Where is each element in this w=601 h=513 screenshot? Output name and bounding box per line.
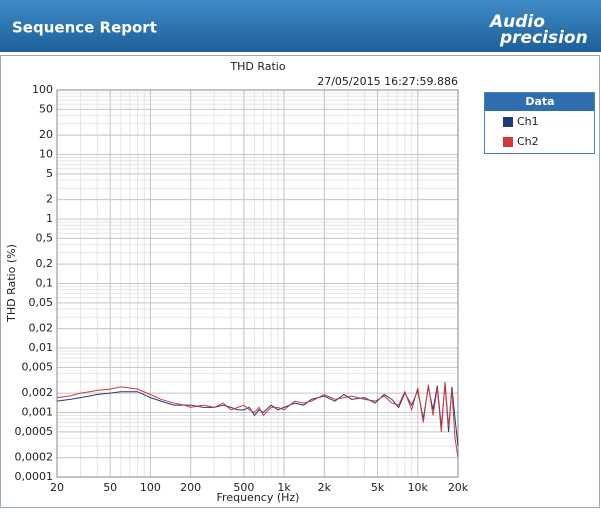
legend-label: Ch1 (517, 115, 539, 128)
legend-title: Data (525, 95, 554, 108)
timestamp: 27/05/2015 16:27:59.886 (317, 75, 458, 88)
y-tick-label: 0,002 (22, 386, 54, 399)
y-tick-label: 50 (39, 102, 53, 115)
y-tick-label: 10 (39, 148, 53, 161)
y-tick-label: 0,05 (29, 296, 54, 309)
x-tick-label: 1k (277, 481, 291, 494)
logo: precision (499, 28, 588, 48)
x-tick-label: 5k (371, 481, 385, 494)
x-tick-label: 50 (103, 481, 117, 494)
x-tick-label: 10k (408, 481, 429, 494)
x-tick-label: 20 (50, 481, 64, 494)
y-tick-label: 0,0002 (15, 451, 54, 464)
legend-header (485, 93, 594, 111)
y-tick-label: 2 (46, 193, 53, 206)
x-tick-label: 500 (233, 481, 254, 494)
legend-swatch (503, 137, 513, 147)
header-bar (0, 0, 601, 52)
logo: Audio (488, 12, 545, 32)
y-tick-label: 0,0005 (15, 425, 54, 438)
report-title: Sequence Report (12, 19, 157, 37)
legend-swatch (503, 117, 513, 127)
y-tick-label: 0,1 (36, 277, 54, 290)
y-tick-label: 0,02 (29, 322, 54, 335)
y-tick-label: 0,005 (22, 360, 54, 373)
y-tick-label: 0,2 (36, 257, 54, 270)
legend-label: Ch2 (517, 135, 539, 148)
y-tick-label: 100 (32, 83, 53, 96)
plot-frame (56, 89, 459, 478)
x-tick-label: 200 (180, 481, 201, 494)
x-tick-label: 20k (448, 481, 469, 494)
y-tick-label: 0,0001 (15, 470, 54, 483)
x-axis-label: Frequency (Hz) (217, 491, 300, 504)
chart-title: THD Ratio (229, 60, 285, 73)
series-line (56, 381, 459, 458)
y-tick-label: 20 (39, 128, 53, 141)
y-tick-label: 0,5 (36, 231, 54, 244)
y-tick-label: 1 (46, 212, 53, 225)
y-axis-label: THD Ratio (%) (5, 244, 18, 323)
x-tick-label: 100 (140, 481, 161, 494)
x-tick-label: 2k (318, 481, 332, 494)
y-tick-label: 0,01 (29, 341, 54, 354)
y-tick-label: 0,001 (22, 406, 54, 419)
y-tick-label: 5 (46, 167, 53, 180)
